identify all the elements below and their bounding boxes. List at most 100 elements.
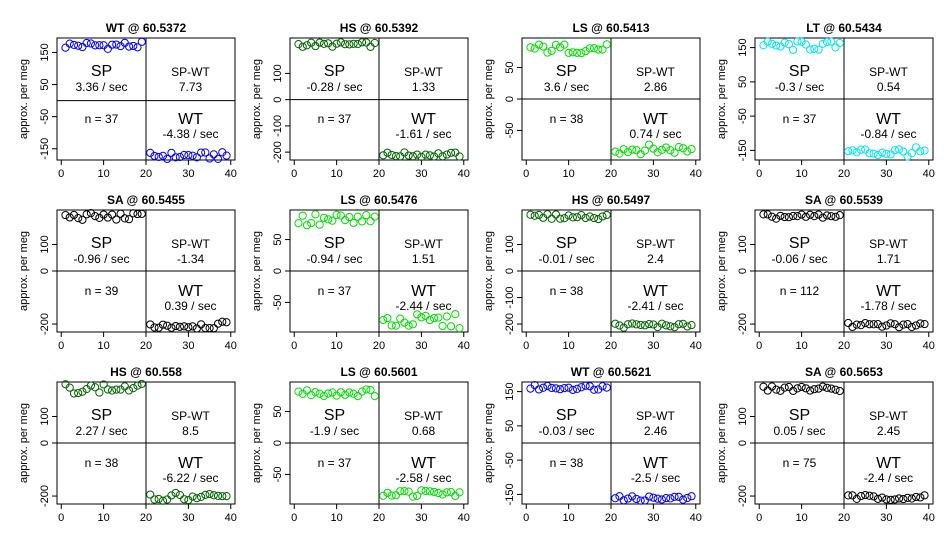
sp-rate: -1.9 / sec [310, 424, 359, 438]
y-tick-label: 0 [504, 96, 516, 102]
wt-data-point [218, 492, 227, 501]
x-tick-label: 20 [605, 512, 617, 524]
wt-data-point [167, 491, 176, 500]
wt-label: WT [411, 111, 436, 128]
sp-data-point [69, 40, 79, 50]
sp-data-point [797, 37, 806, 46]
x-tick-label: 30 [415, 512, 427, 524]
wt-data-point [429, 314, 439, 323]
sp-rate: -0.94 / sec [306, 252, 362, 266]
wt-data-point [861, 319, 870, 328]
sp-data-point [822, 383, 832, 392]
x-tick-label: 20 [373, 512, 385, 524]
wt-data-point [899, 147, 908, 156]
y-tick-label: -150 [737, 139, 749, 161]
wt-data-point [438, 490, 447, 499]
sp-data-point [61, 210, 70, 220]
sp-data-point [543, 381, 552, 391]
sp-label: SP [91, 63, 112, 80]
wt-data-point [657, 495, 666, 504]
y-axis-label: approx. per meg [483, 403, 495, 483]
x-tick-label: 30 [182, 168, 194, 180]
sp-data-point [818, 213, 827, 222]
sp-data-point [129, 41, 138, 51]
chart-title: HS @ 60.5392 [340, 21, 419, 35]
wt-data-point [649, 320, 658, 329]
wt-data-point [442, 150, 451, 159]
sp-data-point [784, 40, 794, 49]
wt-data-point [455, 323, 464, 333]
x-tick-label: 40 [225, 340, 237, 352]
wt-data-point [861, 490, 870, 500]
wt-data-point [852, 494, 861, 503]
y-tick-label: 100 [737, 407, 749, 425]
wt-data-point [632, 320, 641, 329]
y-tick-label: -50 [272, 294, 284, 310]
wt-data-point [163, 321, 172, 330]
sp-data-point [74, 214, 83, 223]
wt-data-point [856, 321, 866, 330]
sp-data-point [827, 384, 836, 393]
wt-data-point [222, 492, 231, 501]
wt-data-point [184, 323, 193, 332]
sp-data-point [120, 214, 129, 223]
sp-data-point [572, 213, 582, 222]
sp-data-point [577, 210, 586, 220]
sp-data-point [763, 37, 772, 46]
y-tick-label: 0 [504, 268, 516, 274]
x-tick-label: 0 [58, 340, 64, 352]
n-count: n = 37 [318, 112, 352, 126]
wt-data-point [623, 147, 633, 157]
wt-data-point [451, 310, 460, 319]
sp-rate: 3.6 / sec [544, 80, 589, 94]
sp-data-point [129, 384, 138, 393]
y-tick-label: 0 [737, 440, 749, 446]
y-tick-label: -50 [39, 109, 51, 125]
chart-title: LS @ 60.5413 [572, 21, 649, 35]
sp-data-point [82, 38, 91, 48]
sp-data-point [315, 38, 324, 47]
wt-data-point [196, 492, 206, 501]
y-tick-label: 0 [39, 268, 51, 274]
wt-rate: 0.74 / sec [629, 127, 681, 141]
wt-data-point [408, 152, 418, 161]
wt-data-point [861, 145, 870, 154]
wt-data-point [387, 150, 396, 160]
x-tick-label: 10 [330, 168, 342, 180]
wt-data-point [869, 320, 878, 329]
sp-data-point [82, 210, 91, 219]
wt-data-point [619, 145, 628, 154]
wt-data-point [383, 313, 392, 323]
sp-data-point [602, 40, 611, 49]
sp-data-point [65, 39, 74, 48]
sp-data-point [835, 386, 844, 396]
chart-title: LS @ 60.5601 [340, 365, 417, 379]
chart-title: LT @ 60.5434 [806, 21, 882, 35]
wt-rate: -2.41 / sec [627, 299, 683, 313]
sp-data-point [319, 213, 329, 222]
wt-data-point [619, 496, 628, 505]
x-tick-label: 30 [182, 340, 194, 352]
wt-data-point [391, 321, 401, 330]
wt-data-point [396, 314, 405, 323]
x-tick-label: 0 [291, 340, 297, 352]
sp-data-point [589, 213, 599, 223]
sp-data-point [827, 212, 836, 221]
sp-data-point [345, 40, 354, 49]
sp-data-point [103, 213, 112, 222]
wt-data-point [154, 494, 163, 504]
n-count: n = 37 [318, 456, 352, 470]
x-tick-label: 40 [923, 512, 935, 524]
wt-data-point [205, 324, 214, 333]
wt-label: WT [876, 283, 901, 300]
sp-data-point [340, 390, 350, 399]
sp-data-point [366, 217, 375, 226]
sp-wt-label: SP-WT [404, 237, 443, 251]
sp-data-point [801, 212, 810, 221]
sp-data-point [340, 40, 350, 49]
y-tick-label: -200 [39, 485, 51, 507]
wt-data-point [907, 494, 916, 503]
chart-panel-9: HS @ 60.558 100 0 -200 approx. per meg 0 10 20 3… [18, 365, 237, 524]
wt-data-point [417, 313, 426, 322]
sp-data-point [362, 211, 371, 220]
